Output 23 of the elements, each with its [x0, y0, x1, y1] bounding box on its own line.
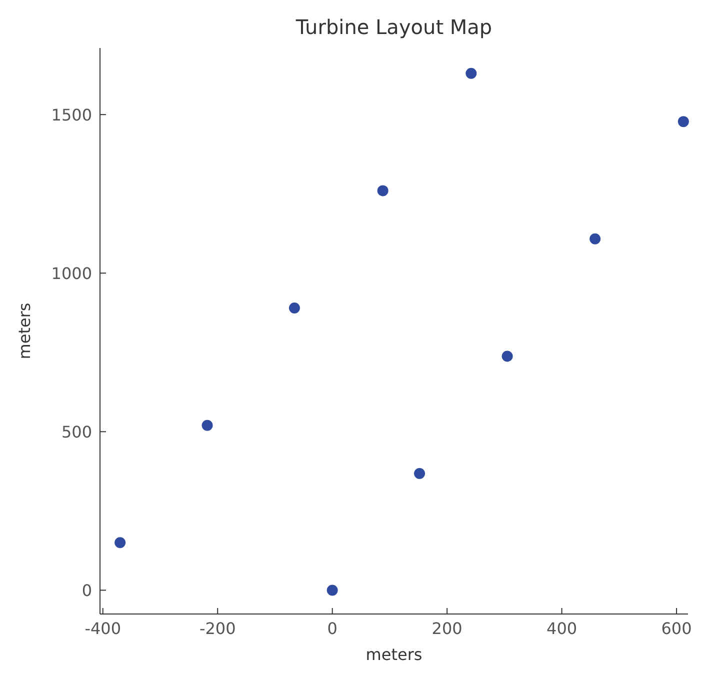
- x-axis-title: meters: [366, 645, 422, 664]
- point: [502, 350, 513, 362]
- point: [678, 116, 689, 128]
- point: [326, 584, 338, 596]
- x-tick-label: 0: [327, 619, 338, 638]
- y-axis-title: meters: [15, 302, 34, 360]
- point: [590, 233, 601, 244]
- point: [202, 420, 213, 431]
- chart-title: Turbine Layout Map: [294, 15, 492, 39]
- y-tick-label: 1000: [51, 264, 92, 284]
- y-tick-label: 500: [61, 422, 92, 442]
- point: [288, 302, 300, 314]
- x-tick-label: -400: [84, 619, 122, 638]
- point: [377, 185, 388, 196]
- x-tick-label: 200: [432, 619, 462, 638]
- y-tick-label: 0: [82, 581, 92, 600]
- y-tick-label: 1500: [51, 106, 92, 125]
- point: [114, 537, 126, 548]
- x-tick-label: -200: [199, 619, 236, 638]
- x-tick-label: 600: [661, 619, 692, 638]
- point: [414, 468, 426, 480]
- x-tick-label: 400: [546, 619, 578, 638]
- point: [466, 68, 477, 79]
